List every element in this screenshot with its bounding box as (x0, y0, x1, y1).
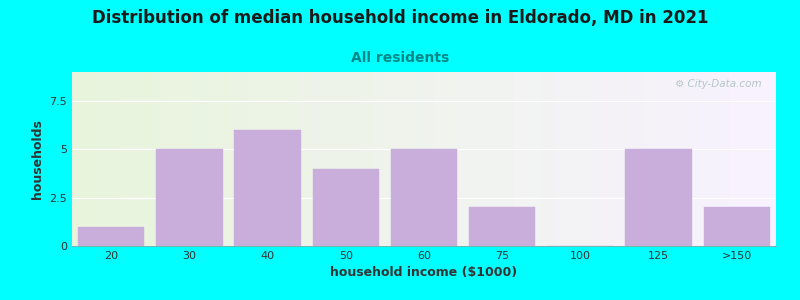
X-axis label: household income ($1000): household income ($1000) (330, 266, 518, 279)
Bar (156, 149, 222, 246)
Bar (78, 227, 144, 246)
Text: ⚙ City-Data.com: ⚙ City-Data.com (675, 79, 762, 89)
Bar (234, 130, 301, 246)
Bar (704, 207, 770, 246)
Bar (313, 169, 379, 246)
Text: All residents: All residents (351, 51, 449, 65)
Text: Distribution of median household income in Eldorado, MD in 2021: Distribution of median household income … (92, 9, 708, 27)
Bar (626, 149, 692, 246)
Bar (390, 149, 458, 246)
Bar (469, 207, 535, 246)
Y-axis label: households: households (31, 119, 44, 199)
